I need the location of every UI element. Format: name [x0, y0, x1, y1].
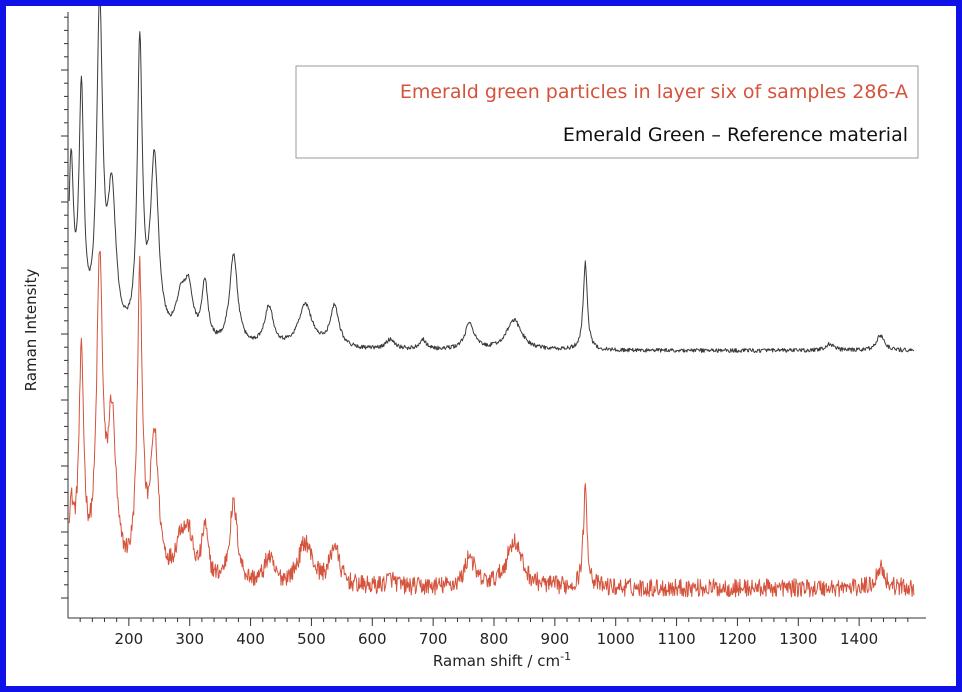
legend-box	[295, 65, 919, 159]
x-tick-label: 400	[236, 630, 265, 648]
x-tick-label: 1100	[657, 630, 695, 648]
x-tick-label: 900	[541, 630, 570, 648]
x-tick-label: 1400	[840, 630, 878, 648]
y-axis-title: Raman Intensity	[22, 269, 40, 392]
spectrum-line-reference	[68, 6, 915, 353]
legend-entry: Emerald Green – Reference material	[563, 124, 908, 146]
x-tick-label: 300	[175, 630, 204, 648]
spectrum-line-sample	[68, 251, 915, 598]
x-axis-title: Raman shift / cm-1	[433, 650, 571, 670]
x-tick-label: 600	[358, 630, 387, 648]
x-tick-label: 800	[480, 630, 509, 648]
x-axis-title-superscript: -1	[560, 650, 571, 663]
x-tick-label: 1200	[718, 630, 756, 648]
x-tick-label: 500	[297, 630, 326, 648]
x-tick-label: 1000	[597, 630, 635, 648]
raman-chart: 200 300 400 500 600 700 800 900 1000 1100 1200 1300…	[22, 6, 926, 670]
x-tick-label: 700	[419, 630, 448, 648]
x-tick-label: 1300	[779, 630, 817, 648]
x-axis-title-text: Raman shift / cm	[433, 652, 560, 670]
x-tick-label: 200	[115, 630, 144, 648]
legend-entry: Emerald green particles in layer six of …	[400, 81, 908, 103]
